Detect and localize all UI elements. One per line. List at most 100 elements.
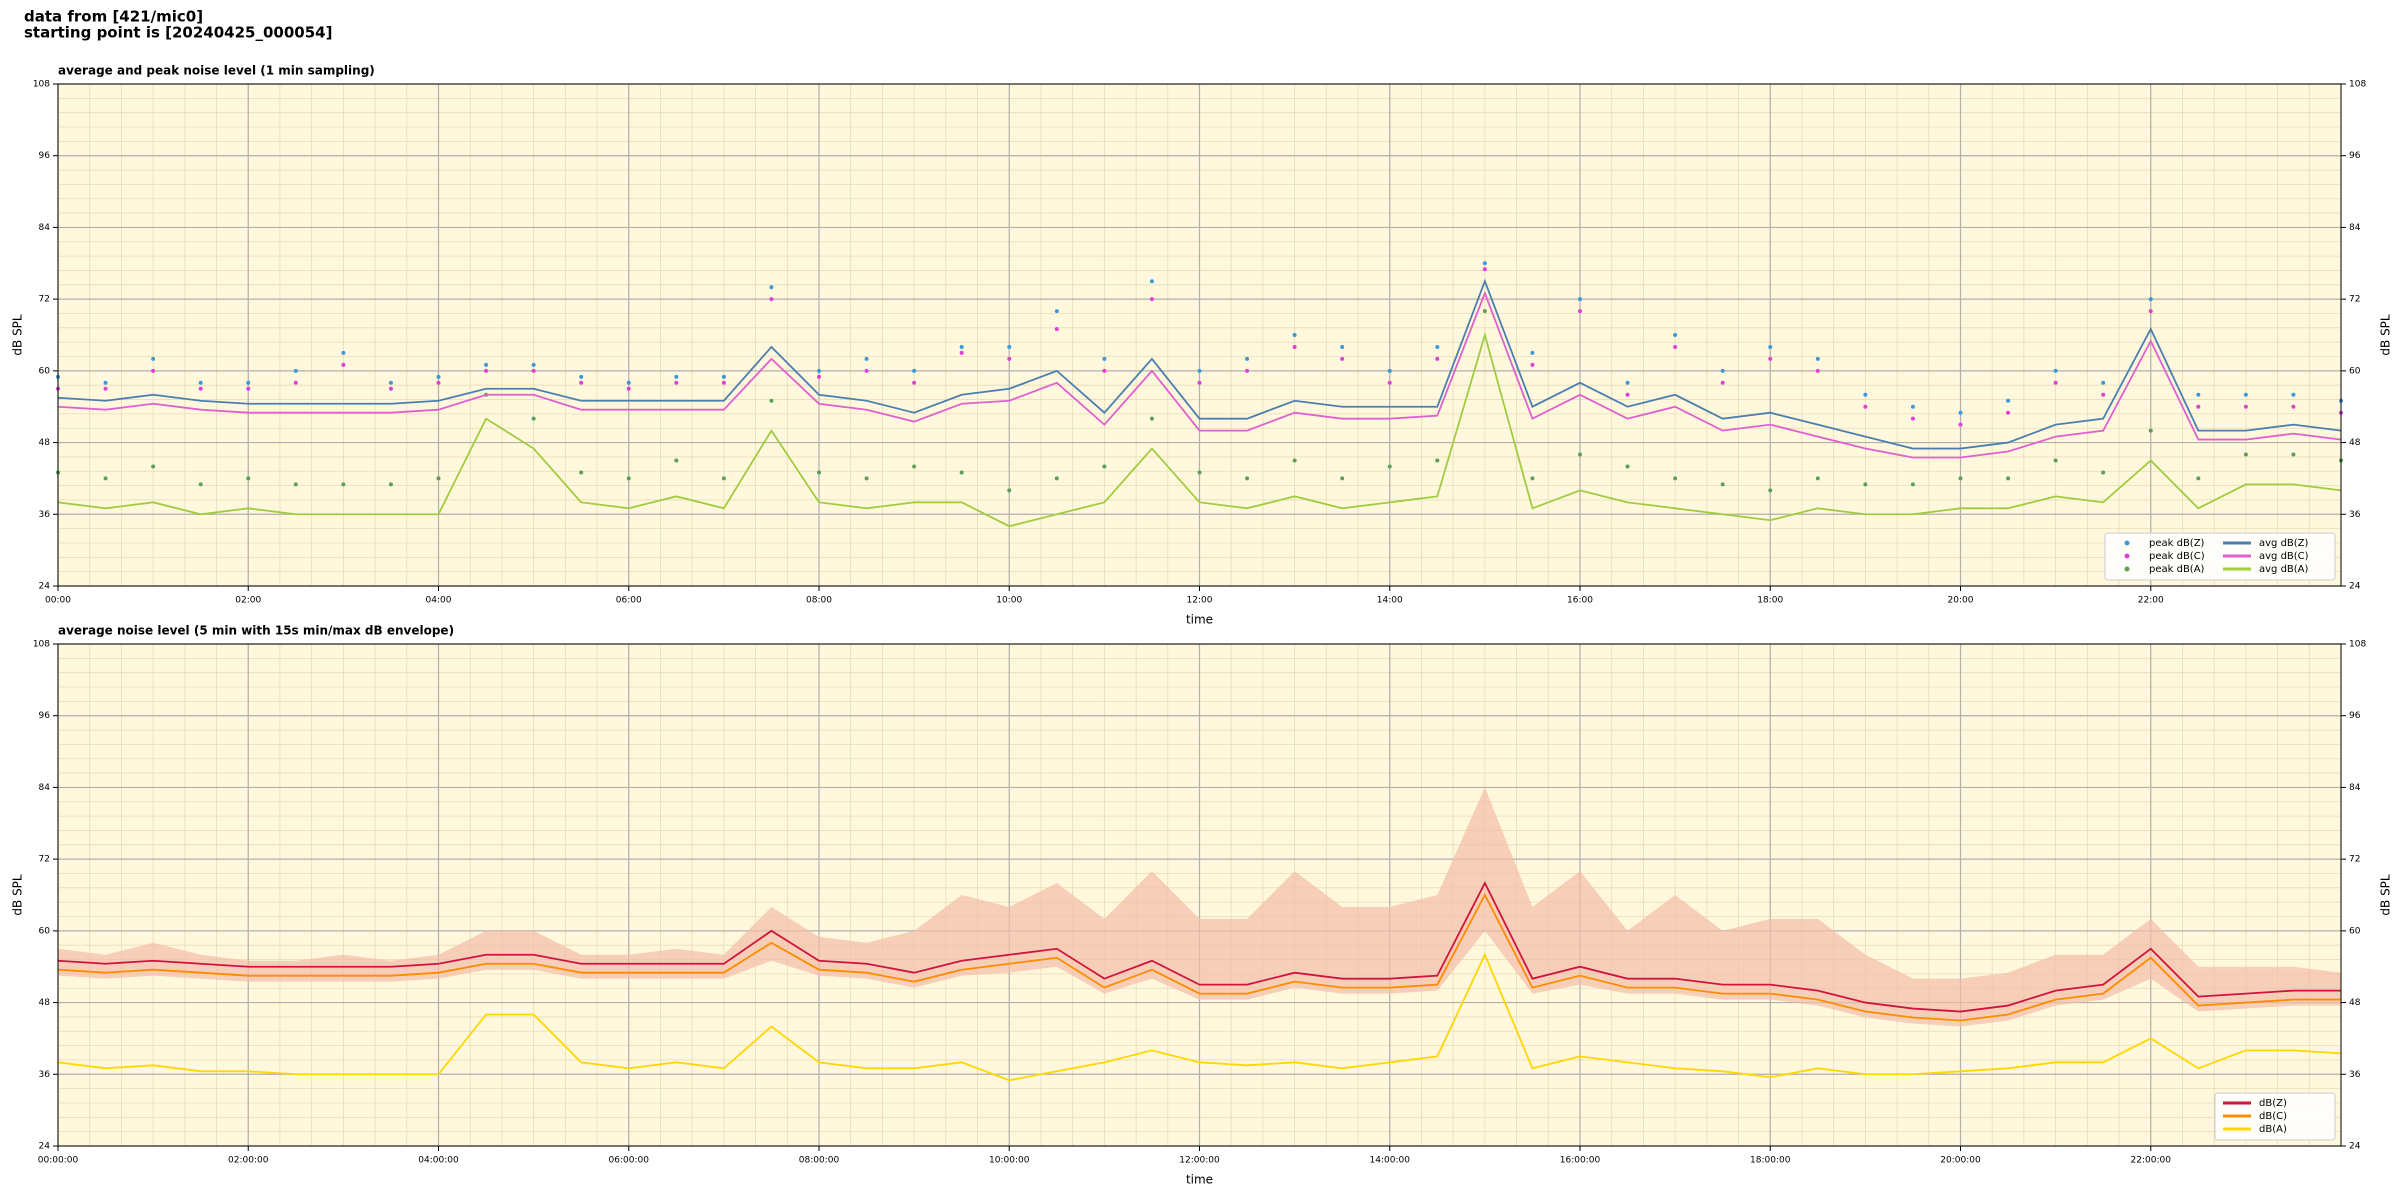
- peak-dot: [626, 380, 631, 385]
- x-tick-label: 16:00:00: [1560, 1156, 1601, 1166]
- peak-dot: [1910, 404, 1915, 409]
- x-tick-label: 10:00:00: [989, 1156, 1030, 1166]
- y-tick-label: 108: [2349, 80, 2366, 90]
- peak-dot: [1578, 297, 1582, 302]
- y-tick-label: 108: [33, 80, 50, 90]
- peak-dot: [1530, 362, 1535, 367]
- peak-dot: [1673, 333, 1678, 337]
- peak-dot: [1768, 488, 1773, 493]
- y-tick-label: 96: [39, 711, 51, 721]
- peak-dot: [1720, 380, 1725, 385]
- peak-dot: [1910, 482, 1915, 487]
- y-tick-label: 108: [33, 640, 50, 650]
- legend-label: peak dB(C): [2149, 551, 2205, 562]
- legend-marker: [2124, 553, 2130, 559]
- header-line: data from [421/mic0]: [24, 8, 203, 26]
- peak-dot: [151, 464, 156, 469]
- peak-dot: [1197, 470, 1202, 475]
- peak-dot: [246, 380, 251, 385]
- peak-dot: [959, 344, 964, 349]
- y-tick-label: 36: [39, 1070, 51, 1080]
- peak-dot: [1340, 344, 1345, 349]
- peak-dot: [2006, 398, 2011, 403]
- peak-dot: [151, 368, 156, 373]
- peak-dot: [1245, 356, 1250, 361]
- x-tick-label: 00:00: [45, 596, 71, 606]
- envelope-area: [58, 787, 2341, 1027]
- peak-dot: [912, 464, 917, 469]
- x-tick-label: 04:00: [426, 596, 452, 606]
- legend-label: peak dB(A): [2149, 564, 2205, 575]
- peak-dot: [1435, 356, 1440, 361]
- peak-dot: [817, 470, 821, 475]
- peak-dot: [864, 356, 869, 361]
- legend-marker: [2124, 566, 2130, 572]
- peak-dot: [959, 350, 964, 355]
- peak-dot: [293, 482, 298, 487]
- peak-dot: [436, 374, 441, 379]
- legend-label: peak dB(Z): [2149, 538, 2205, 549]
- x-tick-label: 22:00:00: [2131, 1156, 2172, 1166]
- x-tick-label: 10:00: [996, 596, 1022, 606]
- peak-dot: [579, 470, 584, 475]
- peak-dot: [1482, 261, 1487, 266]
- peak-dot: [817, 368, 821, 373]
- y-tick-label: 60: [39, 926, 51, 936]
- peak-dot: [579, 374, 584, 379]
- y-tick-label: 60: [2349, 926, 2361, 936]
- peak-dot: [198, 380, 203, 385]
- peak-dot: [2291, 392, 2296, 397]
- peak-dot: [1768, 356, 1773, 361]
- peak-dot: [2196, 476, 2201, 481]
- peak-dot: [2053, 368, 2058, 373]
- peak-dot: [246, 476, 251, 481]
- peak-dot: [198, 386, 203, 391]
- peak-dot: [1530, 350, 1535, 355]
- x-axis-label: time: [1186, 613, 1213, 627]
- peak-dot: [1815, 368, 1820, 373]
- peak-dot: [2243, 404, 2248, 409]
- peak-dot: [1387, 380, 1392, 385]
- x-tick-label: 06:00: [616, 596, 642, 606]
- peak-dot: [1007, 488, 1012, 493]
- y-tick-label: 96: [39, 151, 51, 161]
- peak-dot: [769, 285, 774, 290]
- peak-dot: [2243, 452, 2248, 457]
- peak-dot: [1245, 368, 1250, 373]
- peak-dot: [388, 386, 393, 391]
- peak-dot: [1054, 309, 1059, 314]
- peak-dot: [769, 398, 774, 403]
- legend-label: avg dB(C): [2259, 551, 2309, 562]
- peak-dot: [959, 470, 964, 475]
- peak-dot: [2101, 392, 2106, 397]
- peak-dot: [341, 482, 346, 487]
- peak-dot: [2053, 380, 2058, 385]
- peak-dot: [1387, 368, 1392, 373]
- legend-label: dB(C): [2259, 1111, 2287, 1122]
- x-tick-label: 18:00:00: [1750, 1156, 1791, 1166]
- legend-marker: [2124, 540, 2130, 546]
- peak-dot: [1387, 464, 1392, 469]
- y-axis-label: dB SPL: [2379, 314, 2393, 356]
- peak-dot: [2006, 410, 2011, 415]
- peak-dot: [531, 368, 536, 373]
- peak-dot: [436, 380, 441, 385]
- peak-dot: [1578, 452, 1582, 457]
- peak-dot: [2101, 380, 2106, 385]
- peak-dot: [484, 368, 489, 373]
- x-tick-label: 02:00: [235, 596, 261, 606]
- y-tick-label: 96: [2349, 711, 2361, 721]
- peak-dot: [2148, 297, 2153, 302]
- series-line: [57, 290, 2342, 459]
- series-line: [57, 331, 2342, 528]
- y-tick-label: 60: [2349, 366, 2361, 376]
- peak-dot: [1149, 279, 1154, 284]
- x-tick-label: 14:00: [1377, 596, 1403, 606]
- peak-dot: [341, 350, 346, 355]
- peak-dot: [2196, 404, 2201, 409]
- peak-dot: [293, 368, 298, 373]
- y-tick-label: 24: [2349, 582, 2361, 592]
- peak-dot: [912, 380, 917, 385]
- peak-dot: [864, 476, 869, 481]
